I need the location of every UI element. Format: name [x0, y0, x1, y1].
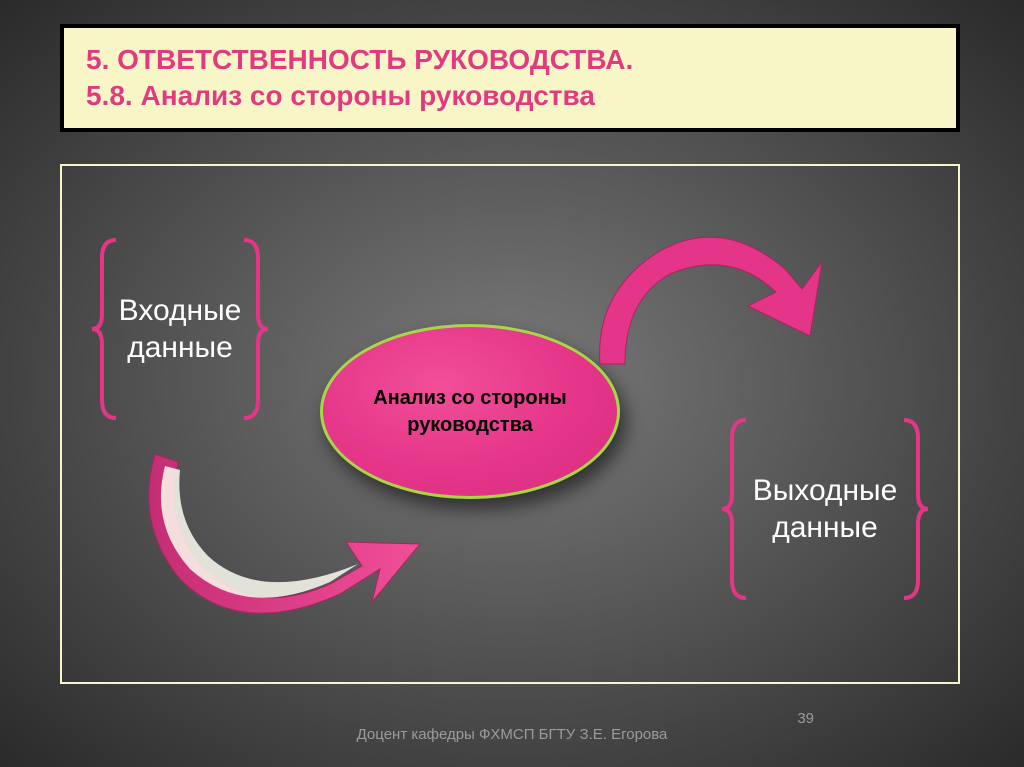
output-label: Выходные данные	[720, 414, 930, 604]
arrow-process-to-output	[570, 214, 830, 394]
footer-author: Доцент кафедры ФХМСП БГТУ З.Е. Егорова	[0, 726, 1024, 743]
output-bracket: Выходные данные	[720, 414, 900, 604]
title-box: 5. ОТВЕТСТВЕННОСТЬ РУКОВОДСТВА. 5.8. Ана…	[60, 24, 960, 132]
process-label: Анализ со стороны руководства	[343, 385, 597, 439]
input-bracket: Входные данные	[90, 234, 270, 424]
input-label: Входные данные	[90, 234, 270, 424]
page-number: 39	[797, 710, 814, 727]
diagram-stage: Входные данные Анализ со стороны руковод…	[60, 164, 960, 684]
title-line-1: 5. ОТВЕТСТВЕННОСТЬ РУКОВОДСТВА.	[86, 42, 934, 78]
title-line-2: 5.8. Анализ со стороны руководства	[86, 78, 934, 114]
